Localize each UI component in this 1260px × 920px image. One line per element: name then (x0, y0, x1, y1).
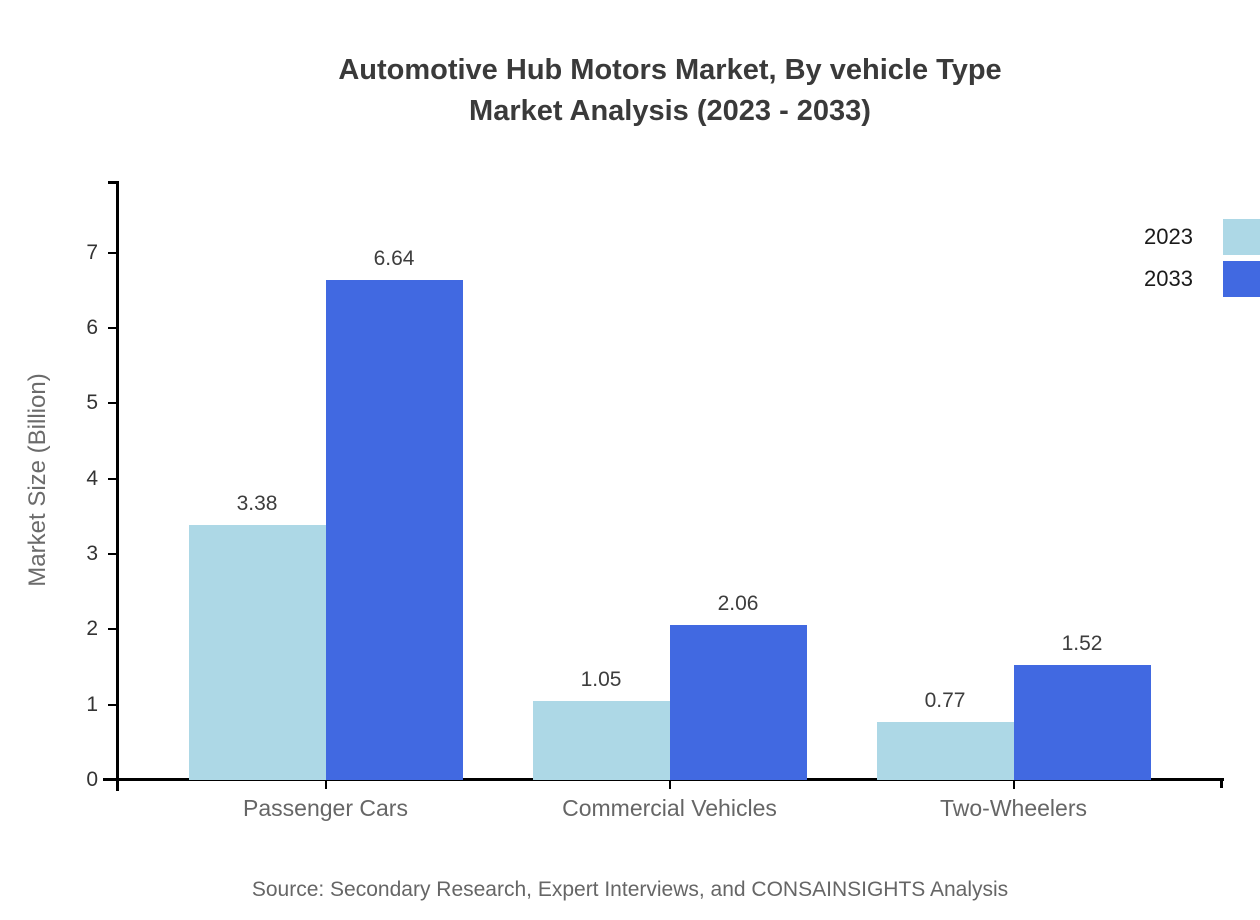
legend-swatch-2023 (1223, 219, 1260, 255)
legend-swatch-2033 (1223, 261, 1260, 297)
y-tick-label-7: 7 (86, 240, 98, 264)
x-axis-end-cap (1220, 778, 1223, 788)
y-axis-title: Market Size (Billion) (24, 373, 51, 587)
y-tick-3 (108, 552, 116, 555)
y-tick-label-5: 5 (86, 391, 98, 415)
source-attribution: Source: Secondary Research, Expert Inter… (251, 878, 1009, 901)
bar-2023-passenger-cars (188, 525, 326, 780)
legend-item-2023: 2023 (1144, 219, 1260, 255)
legend-label-2033: 2033 (1144, 266, 1193, 291)
y-tick-0 (108, 779, 116, 781)
bar-2033-passenger-cars (325, 279, 463, 780)
bar-value-2033-commercial-vehicles: 2.06 (717, 591, 759, 615)
legend-item-2033: 2033 (1144, 261, 1260, 297)
bar-value-2023-commercial-vehicles: 1.05 (580, 667, 622, 691)
y-tick-label-3: 3 (86, 541, 98, 565)
x-category-label-3: Two-Wheelers (940, 795, 1087, 821)
bar-2033-two-wheelers (1013, 665, 1151, 780)
y-tick-4 (108, 477, 116, 480)
bar-value-2033-passenger-cars: 6.64 (373, 246, 415, 270)
bar-2033-commercial-vehicles (669, 624, 807, 780)
x-category-label-1: Passenger Cars (243, 795, 408, 821)
y-tick-label-1: 1 (86, 692, 98, 716)
y-tick-6 (108, 326, 116, 329)
bar-value-2023-passenger-cars: 3.38 (236, 492, 278, 516)
y-tick-label-2: 2 (86, 617, 98, 641)
x-category-label-2: Commercial Vehicles (562, 795, 777, 821)
y-axis-top-cap (108, 181, 118, 184)
legend: 2023 2033 (1144, 219, 1260, 297)
y-tick-1 (108, 703, 116, 706)
y-tick-7 (108, 251, 116, 254)
y-axis-line (116, 181, 119, 791)
y-tick-label-4: 4 (86, 466, 98, 490)
chart-title-line2: Market Analysis (2023 - 2033) (469, 95, 871, 127)
bar-value-2023-two-wheelers: 0.77 (924, 688, 966, 712)
bar-value-2033-two-wheelers: 1.52 (1061, 632, 1103, 656)
y-tick-label-6: 6 (86, 315, 98, 339)
y-tick-2 (108, 628, 116, 631)
bar-2023-commercial-vehicles (532, 700, 670, 780)
legend-label-2023: 2023 (1144, 224, 1193, 249)
bar-2023-two-wheelers (876, 721, 1014, 780)
plot-area: 0 1 2 3 4 5 6 7 3.38 6.64 Passenger Cars 1.05 2.06 Co… (86, 181, 1224, 821)
x-tick-3 (1012, 781, 1015, 789)
x-tick-2 (668, 781, 671, 789)
chart-title-line1: Automotive Hub Motors Market, By vehicle… (338, 54, 1002, 86)
x-tick-1 (324, 781, 327, 789)
chart-title: Automotive Hub Motors Market, By vehicle… (118, 50, 1222, 132)
y-tick-label-0: 0 (86, 768, 98, 791)
y-tick-5 (108, 402, 116, 405)
